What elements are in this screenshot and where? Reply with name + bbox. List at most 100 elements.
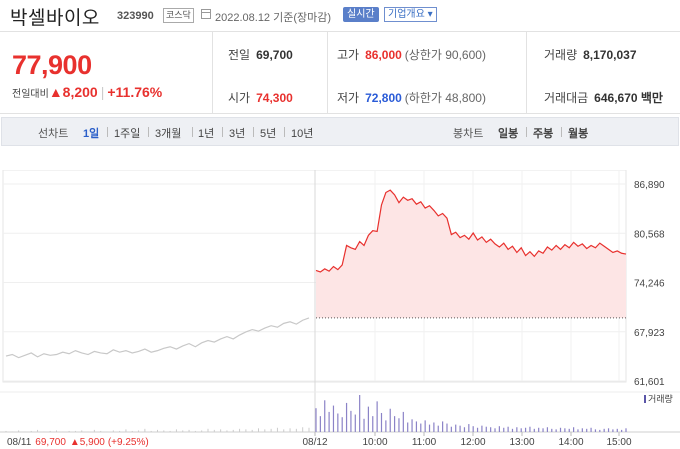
realtime-button[interactable]: 실시간 [343, 7, 379, 22]
volume-bar [516, 427, 518, 432]
period-3m[interactable]: 3개월 [155, 128, 182, 140]
volume-bar [407, 422, 409, 432]
line-chart-title: 선차트 [38, 128, 69, 140]
volume-bar [463, 427, 466, 432]
period-divider [253, 127, 254, 137]
volume-bar [324, 400, 326, 432]
volume-bar [546, 427, 549, 432]
volume-bar [328, 411, 330, 432]
volume-bar [308, 427, 310, 432]
volume-bar [276, 427, 278, 432]
open-label: 시가 [228, 91, 251, 105]
amount-value: 646,670 백만 [594, 91, 663, 105]
volume-bar [175, 429, 177, 432]
volume-bar [350, 410, 352, 432]
candle-weekly[interactable]: 주봉 [533, 128, 554, 140]
price-change: 전일대비▲8,200 | +11.76% [12, 84, 162, 100]
low-value: 72,800 [365, 91, 402, 105]
volume-bar [616, 428, 618, 432]
company-info-dropdown[interactable]: 기업개요 ▾ [384, 7, 437, 22]
volume-bar [437, 425, 439, 432]
candle-daily[interactable]: 일봉 [498, 128, 519, 140]
volume-bar [367, 406, 369, 432]
volume-bar [542, 428, 544, 432]
period-1d[interactable]: 1일 [83, 128, 100, 140]
volume-bar [150, 430, 152, 432]
volume-bar [157, 429, 158, 432]
period-1w[interactable]: 1주일 [114, 128, 141, 140]
volume-legend-icon [644, 395, 646, 403]
prev-day-change: ▲5,900 [70, 437, 105, 448]
y-tick-label: 80,568 [634, 229, 665, 240]
period-5y[interactable]: 5년 [260, 128, 277, 140]
period-divider [192, 127, 193, 137]
period-divider [148, 127, 149, 137]
today-fill [316, 190, 626, 318]
volume-bar [270, 428, 272, 432]
volume-bar [144, 428, 146, 432]
x-tick-label: 14:00 [558, 437, 583, 448]
volume-bar [74, 430, 76, 432]
market-badge: 코스닥 [163, 8, 194, 23]
prev-day-percent: (+9.25%) [108, 437, 149, 448]
stock-name: 박셀바이오 [10, 8, 100, 29]
volume-bar [37, 429, 39, 432]
volume-bar [559, 427, 562, 432]
period-10y[interactable]: 10년 [291, 128, 314, 140]
y-tick-label: 74,246 [634, 279, 665, 290]
volume-bar [106, 431, 108, 432]
volume-bar [594, 429, 597, 432]
volume-bar [573, 427, 575, 432]
volume-bar [503, 427, 505, 432]
volume-bar [625, 428, 627, 432]
x-tick-label: 11:00 [412, 437, 437, 448]
amount-cell: 거래대금 646,670 백만 [544, 89, 663, 106]
volume-bar [30, 430, 32, 432]
volume-bar [319, 416, 321, 432]
volume-bar [433, 422, 435, 432]
volume-bar [385, 420, 387, 432]
period-3y[interactable]: 3년 [229, 128, 246, 140]
volume-bar [568, 428, 570, 432]
candle-monthly[interactable]: 월봉 [568, 128, 589, 140]
chart-toolbar: 선차트 1일 1주일 3개월 1년 3년 5년 10년 봉차트 일봉 주봉 월봉 [1, 117, 679, 146]
volume-bar [590, 427, 592, 432]
volume-bar [100, 430, 102, 432]
summary-divider [212, 32, 213, 113]
volume-bar [125, 429, 127, 432]
volume-bar [490, 427, 492, 432]
volume-bar [468, 424, 470, 432]
summary-divider [327, 32, 328, 113]
date-text: 2022.08.12 기준(장마감) [215, 12, 332, 24]
volume-bar [213, 429, 215, 432]
volume-bar [49, 430, 51, 432]
volume-bar [337, 413, 339, 432]
volume-bar [289, 428, 291, 432]
y-tick-label: 67,923 [634, 328, 665, 339]
volume-bar [450, 426, 452, 432]
price-chart: 86,890 80,568 74,246 67,923 61,601 08/12 10:0… [0, 170, 680, 448]
high-value: 86,000 [365, 48, 402, 62]
volume-bar [621, 429, 623, 432]
volume-bar [389, 408, 391, 432]
prev-close-label: 전일 [228, 48, 251, 62]
volume-bar [239, 428, 241, 432]
y-tick-label: 61,601 [634, 377, 665, 388]
x-tick-label: 08/12 [302, 437, 327, 448]
x-tick-label: 15:00 [606, 437, 631, 448]
today-area [316, 190, 626, 318]
candle-divider [561, 127, 562, 137]
volume-bar [345, 402, 348, 432]
period-1y[interactable]: 1년 [198, 128, 215, 140]
volume-bar [599, 429, 601, 432]
volume-bar [393, 416, 396, 432]
stock-code: 323990 [117, 10, 154, 22]
volume-bar [586, 428, 588, 432]
period-divider [107, 127, 108, 137]
volume-bar [420, 423, 422, 432]
volume-bar [376, 401, 378, 432]
volume-bar [131, 430, 133, 432]
change-amount: ▲8,200 [48, 84, 98, 100]
volume-bar [295, 428, 297, 432]
upper-limit: (상한가 90,600) [404, 48, 486, 62]
